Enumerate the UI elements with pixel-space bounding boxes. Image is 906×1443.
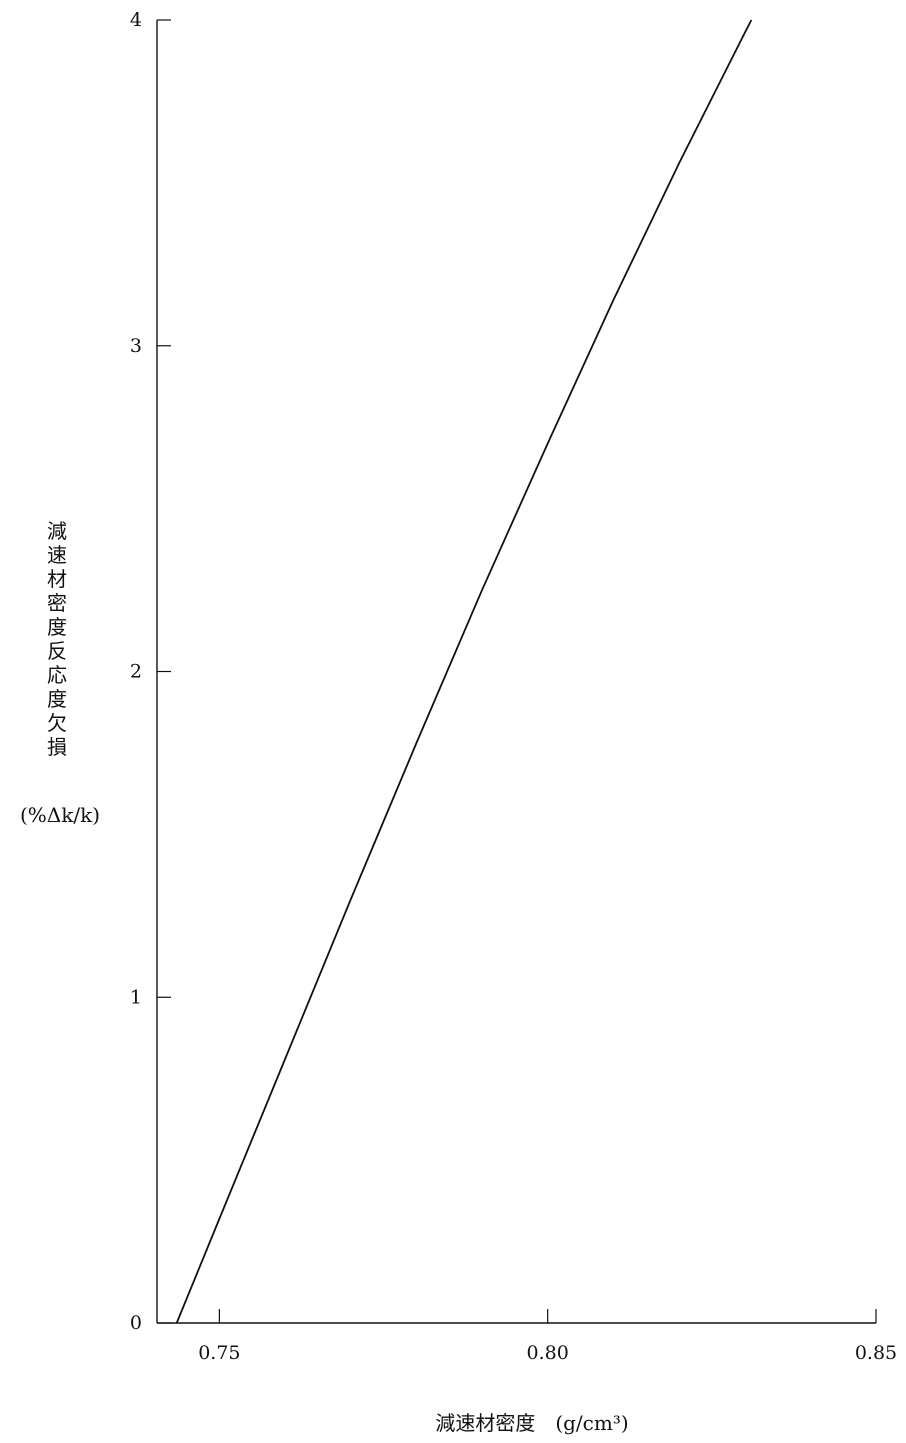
y-tick-label-0: 0	[130, 1312, 142, 1334]
y-axis-label-char-5: 反	[47, 639, 67, 663]
x-tick-label-0: 0.75	[198, 1342, 240, 1364]
y-axis-label-char-2: 材	[47, 567, 67, 591]
x-tick-label-1: 0.80	[527, 1342, 569, 1364]
series-layer	[175, 19, 753, 1324]
y-axis-label-char-7: 度	[47, 687, 67, 711]
y-axis-label-char-9: 損	[47, 735, 67, 759]
y-tick-label-3: 3	[130, 335, 142, 357]
y-axis-label-char-1: 速	[47, 543, 67, 567]
y-axis-unit-label: (%Δk/k)	[20, 803, 100, 827]
y-tick-label-4: 4	[130, 9, 142, 31]
y-axis-label-char-6: 応	[47, 663, 67, 687]
y-tick-label-2: 2	[130, 661, 142, 683]
y-axis-label-char-0: 減	[47, 519, 67, 543]
y-tick-label-1: 1	[130, 986, 142, 1008]
x-axis-label: 減速材密度 (g/cm³)	[435, 1411, 628, 1435]
y-axis-label-char-3: 密	[47, 591, 67, 615]
series-line-0	[175, 19, 753, 1324]
y-axis-label-char-4: 度	[47, 615, 67, 639]
x-tick-label-2: 0.85	[855, 1342, 897, 1364]
ticks: 0 1 2 3 4 0.75 0.80 0.85	[130, 9, 897, 1364]
axes	[156, 20, 876, 1324]
y-axis-label-char-8: 欠	[47, 711, 67, 735]
